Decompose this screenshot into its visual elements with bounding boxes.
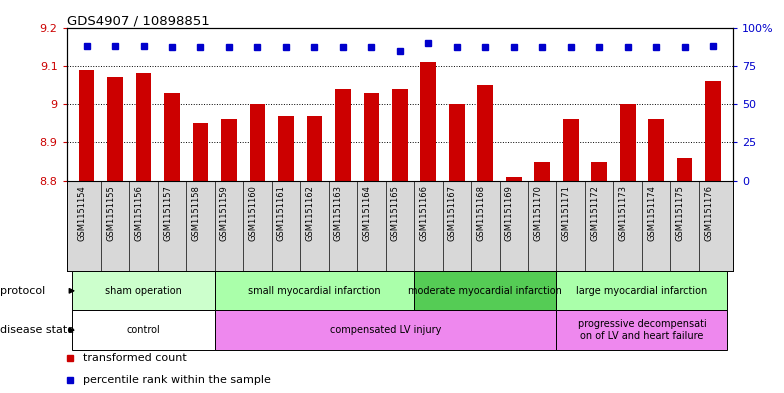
Bar <box>414 271 557 310</box>
Text: GSM1151159: GSM1151159 <box>220 185 229 241</box>
Text: large myocardial infarction: large myocardial infarction <box>576 286 707 296</box>
Bar <box>307 116 322 181</box>
Text: GSM1151175: GSM1151175 <box>676 185 684 241</box>
Text: compensated LV injury: compensated LV injury <box>330 325 441 335</box>
Bar <box>557 310 728 350</box>
Text: GSM1151174: GSM1151174 <box>647 185 656 241</box>
Text: percentile rank within the sample: percentile rank within the sample <box>83 375 271 386</box>
Text: GSM1151173: GSM1151173 <box>619 185 628 241</box>
Text: GSM1151170: GSM1151170 <box>533 185 543 241</box>
Bar <box>221 119 237 181</box>
Text: GSM1151171: GSM1151171 <box>561 185 571 241</box>
Text: protocol: protocol <box>0 286 45 296</box>
Bar <box>193 123 209 181</box>
Bar <box>72 271 215 310</box>
Bar <box>420 62 436 181</box>
Bar <box>164 93 180 181</box>
Bar <box>136 73 151 181</box>
Bar <box>563 119 579 181</box>
Bar <box>706 81 721 181</box>
Bar <box>215 271 414 310</box>
Bar <box>78 70 94 181</box>
Text: moderate myocardial infarction: moderate myocardial infarction <box>408 286 562 296</box>
Text: control: control <box>127 325 161 335</box>
Text: GSM1151167: GSM1151167 <box>448 185 457 241</box>
Text: GSM1151161: GSM1151161 <box>277 185 286 241</box>
Text: GSM1151154: GSM1151154 <box>78 185 86 241</box>
Text: GSM1151176: GSM1151176 <box>704 185 713 241</box>
Bar <box>591 162 607 181</box>
Text: GSM1151163: GSM1151163 <box>334 185 343 241</box>
Bar <box>620 104 636 181</box>
Text: progressive decompensati
on of LV and heart failure: progressive decompensati on of LV and he… <box>578 319 706 341</box>
Bar <box>107 77 123 181</box>
Bar <box>249 104 265 181</box>
Bar <box>477 85 493 181</box>
Bar <box>392 89 408 181</box>
Bar <box>72 310 215 350</box>
Bar <box>535 162 550 181</box>
Bar <box>506 177 521 181</box>
Text: GSM1151155: GSM1151155 <box>106 185 115 241</box>
Text: GSM1151172: GSM1151172 <box>590 185 599 241</box>
Bar <box>335 89 350 181</box>
Text: GSM1151166: GSM1151166 <box>419 185 428 241</box>
Text: GSM1151156: GSM1151156 <box>135 185 143 241</box>
Bar <box>557 271 728 310</box>
Text: small myocardial infarction: small myocardial infarction <box>248 286 381 296</box>
Text: GSM1151158: GSM1151158 <box>191 185 201 241</box>
Text: GDS4907 / 10898851: GDS4907 / 10898851 <box>67 15 209 28</box>
Text: GSM1151169: GSM1151169 <box>505 185 514 241</box>
Bar <box>215 310 557 350</box>
Text: sham operation: sham operation <box>105 286 182 296</box>
Bar <box>364 93 379 181</box>
Text: GSM1151160: GSM1151160 <box>249 185 257 241</box>
Text: disease state: disease state <box>0 325 74 335</box>
Text: transformed count: transformed count <box>83 353 187 364</box>
Bar <box>449 104 465 181</box>
Text: GSM1151157: GSM1151157 <box>163 185 172 241</box>
Text: GSM1151165: GSM1151165 <box>391 185 400 241</box>
Text: GSM1151164: GSM1151164 <box>362 185 372 241</box>
Bar <box>278 116 294 181</box>
Text: GSM1151162: GSM1151162 <box>306 185 314 241</box>
Bar <box>648 119 664 181</box>
Text: GSM1151168: GSM1151168 <box>476 185 485 241</box>
Bar <box>677 158 692 181</box>
